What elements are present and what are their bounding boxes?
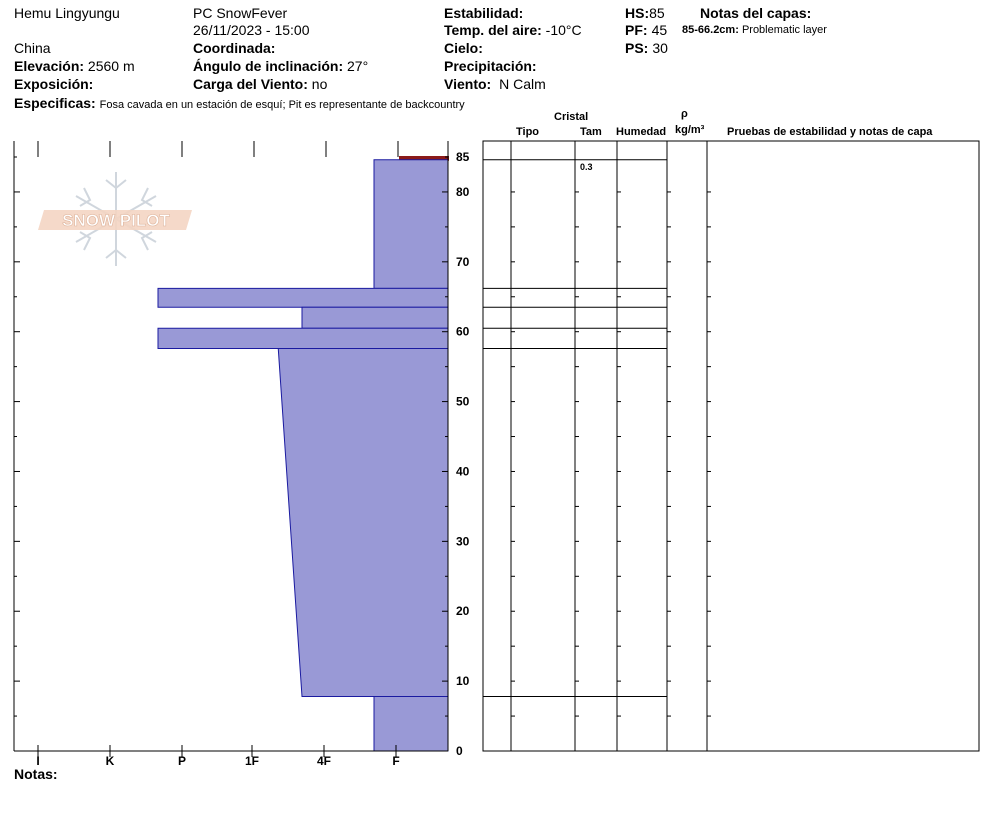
slope-field: Ángulo de inclinación: 27°	[193, 58, 368, 74]
layer-note-text: Problematic layer	[741, 24, 827, 36]
specifics-label: Especificas:	[14, 95, 96, 111]
slope-label: Ángulo de inclinación:	[193, 58, 344, 74]
air-temp-label: Temp. del aire:	[444, 22, 542, 38]
wind-label: Viento:	[444, 76, 492, 92]
elevation-value: 2560 m	[87, 58, 135, 74]
sky-field: Cielo:	[444, 40, 483, 56]
observation-datetime: 26/11/2023 - 15:00	[193, 22, 310, 38]
precip-field: Precipitación:	[444, 58, 537, 74]
crystal-size-value: 0.3	[580, 162, 593, 172]
height-label-0: 0	[456, 744, 463, 758]
hardness-layer-4	[157, 327, 449, 349]
layer-notes-label: Notas del capas:	[700, 5, 812, 21]
density-unit-header: kg/m³	[675, 124, 705, 136]
elevation-label: Elevación:	[14, 58, 85, 74]
layer-note-range: 85-66.2cm:	[682, 24, 739, 36]
sky-label: Cielo:	[444, 40, 483, 56]
height-label-80: 80	[456, 185, 470, 199]
location-name: Hemu Lingyungu	[14, 5, 120, 21]
rho-header: ρ	[681, 108, 688, 120]
slope-value: 27°	[347, 58, 369, 74]
specifics-field: Especificas: Fosa cavada en un estación …	[14, 95, 465, 112]
hardness-label-I: I	[36, 754, 39, 768]
type-header: Tipo	[516, 126, 540, 138]
height-label-60: 60	[456, 325, 470, 339]
hs-field: HS:85	[625, 5, 665, 21]
hardness-layer-5	[277, 347, 449, 697]
hs-label: HS:	[625, 5, 650, 21]
size-header: Tam	[580, 126, 602, 138]
ps-label: PS:	[625, 40, 649, 56]
hardness-layers	[157, 156, 449, 752]
specifics-value: Fosa cavada en un estación de esquí; Pit…	[99, 99, 465, 111]
moisture-header: Humedad	[616, 126, 667, 138]
hardness-label-4F: 4F	[317, 754, 331, 768]
hardness-layer-1	[373, 159, 449, 289]
wind-value: N Calm	[499, 76, 546, 92]
height-label-30: 30	[456, 534, 470, 548]
aspect-field: Exposición:	[14, 76, 93, 92]
country-name: China	[14, 40, 51, 56]
height-ticks: 85 80 70 60 50 40 30 20 10 0	[14, 150, 470, 758]
hardness-label-F: F	[392, 754, 399, 768]
height-label-10: 10	[456, 674, 470, 688]
precip-label: Precipitación:	[444, 58, 537, 74]
pf-label: PF:	[625, 22, 648, 38]
height-label-70: 70	[456, 255, 470, 269]
pf-value: 45	[651, 22, 668, 38]
notes-label: Notas:	[14, 766, 58, 782]
hardness-layer-3	[301, 306, 449, 329]
snowpilot-logo: SNOW PILOT	[38, 172, 192, 266]
logo-text: SNOW PILOT	[62, 211, 170, 230]
ps-field: PS: 30	[625, 40, 668, 56]
hs-value: 85	[649, 5, 665, 21]
tests-header: Pruebas de estabilidad y notas de capa	[727, 126, 933, 138]
layer-note: 85-66.2cm: Problematic layer	[682, 24, 827, 37]
hardness-label-K: K	[106, 754, 115, 768]
height-label-50: 50	[456, 395, 470, 409]
table-depth-ticks	[511, 191, 711, 717]
observer-name: PC SnowFever	[193, 5, 288, 21]
hardness-layer-2	[157, 287, 449, 308]
pf-field: PF: 45	[625, 22, 667, 38]
crystal-header: Cristal	[554, 111, 589, 123]
hardness-label-1F: 1F	[245, 754, 259, 768]
air-temp-field: Temp. del aire: -10°C	[444, 22, 582, 38]
wind-field: Viento: N Calm	[444, 76, 546, 92]
air-temp-value: -10°C	[545, 22, 582, 38]
hardness-layer-6	[373, 695, 449, 752]
aspect-label: Exposición:	[14, 76, 94, 92]
height-label-40: 40	[456, 464, 470, 478]
hardness-label-P: P	[178, 754, 186, 768]
height-label-20: 20	[456, 604, 470, 618]
wind-load-label: Carga del Viento:	[193, 76, 308, 92]
height-label-85: 85	[456, 150, 470, 164]
table-layer-rows: 0.3	[483, 159, 667, 697]
coordinate-field: Coordinada:	[193, 40, 275, 56]
stability-field: Estabilidad:	[444, 5, 523, 21]
stability-label: Estabilidad:	[444, 5, 524, 21]
elevation-field: Elevación: 2560 m	[14, 58, 135, 74]
ps-value: 30	[652, 40, 668, 56]
wind-load-value: no	[311, 76, 328, 92]
layer-table	[482, 140, 980, 752]
hardness-ticks: I K P 1F 4F F	[36, 141, 400, 768]
coordinate-label: Coordinada:	[193, 40, 276, 56]
wind-load-field: Carga del Viento: no	[193, 76, 327, 92]
